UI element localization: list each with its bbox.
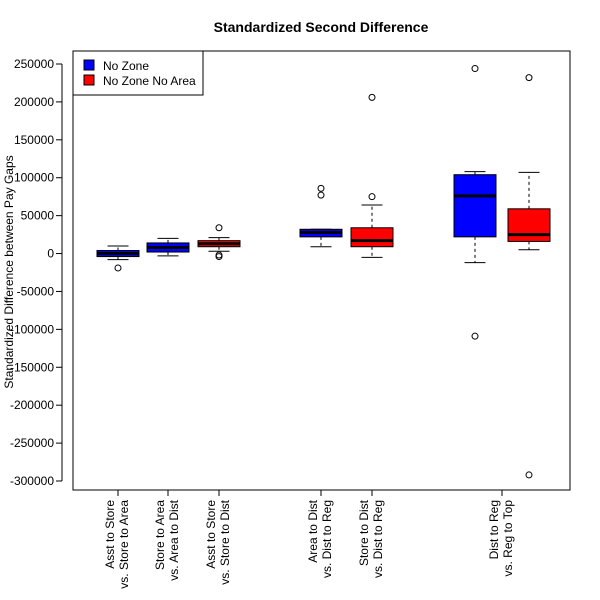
outlier-point: [368, 93, 376, 101]
outlier-point: [114, 264, 122, 272]
box-no-zone: [453, 65, 497, 340]
y-axis: 250000 200000 150000 100000 50000 0 -50000 -100…: [10, 57, 63, 488]
y-tick-label: -100000: [10, 322, 54, 336]
y-tick-label: 0: [47, 247, 54, 261]
y-tick-label: -50000: [17, 284, 55, 298]
x-axis: Asst to Store vs. Store to Area Store to A…: [103, 489, 515, 589]
y-tick-label: 50000: [21, 209, 55, 223]
y-tick-label: 200000: [14, 95, 54, 109]
outlier-point: [525, 74, 533, 82]
x-tick-label-line2: vs. Area to Dist: [167, 499, 181, 580]
y-axis-label: Standardized Difference between Pay Gaps: [2, 155, 16, 388]
x-tick-label-line2: vs. Dist to Reg: [320, 500, 334, 578]
legend-label: No Zone No Area: [103, 74, 196, 88]
box-no-zone-no-area: [507, 74, 551, 479]
outlier-point: [215, 224, 223, 232]
outlier-point: [317, 191, 325, 199]
legend-swatch: [83, 74, 95, 86]
box-iqr: [350, 227, 394, 248]
box-no-zone-no-area: [350, 93, 394, 258]
outlier-point: [215, 253, 223, 261]
y-tick-label: -200000: [10, 398, 54, 412]
legend-swatch: [83, 59, 95, 71]
y-tick-label: -250000: [10, 436, 54, 450]
x-tick-label-line2: vs. Reg to Top: [501, 500, 515, 577]
box-iqr: [507, 208, 551, 242]
x-tick-label-line1: Area to Dist: [306, 499, 320, 562]
x-tick-label-line2: vs. Store to Dist: [218, 499, 232, 584]
outlier-point: [317, 184, 325, 192]
x-tick-label-line1: Store to Area: [153, 500, 167, 570]
box-no-zone: [96, 245, 140, 272]
y-tick-label: -150000: [10, 360, 54, 374]
legend-label: No Zone: [103, 59, 149, 73]
x-tick-label-line1: Dist to Reg: [487, 500, 501, 559]
outlier-point: [471, 65, 479, 73]
outlier-point: [368, 193, 376, 201]
x-tick-label-line1: Asst to Store: [103, 500, 117, 569]
x-tick-label-line1: Store to Dist: [357, 499, 371, 566]
y-tick-label: 150000: [14, 133, 54, 147]
box-no-zone: [299, 184, 343, 248]
y-tick-label: 100000: [14, 171, 54, 185]
x-tick-label-line2: vs. Store to Area: [117, 500, 131, 589]
outlier-point: [471, 332, 479, 340]
legend-box: [72, 50, 204, 96]
box-iqr: [453, 174, 497, 238]
x-tick-label-line1: Asst to Store: [204, 500, 218, 569]
box-plot-series: [96, 65, 551, 479]
box-no-zone: [146, 237, 190, 257]
y-tick-label: -300000: [10, 474, 54, 488]
box-no-zone-no-area: [197, 224, 241, 261]
outlier-point: [525, 471, 533, 479]
x-tick-label-line2: vs. Dist to Reg: [371, 500, 385, 578]
chart-title: Standardized Second Difference: [214, 19, 429, 35]
y-tick-label: 250000: [14, 57, 54, 71]
